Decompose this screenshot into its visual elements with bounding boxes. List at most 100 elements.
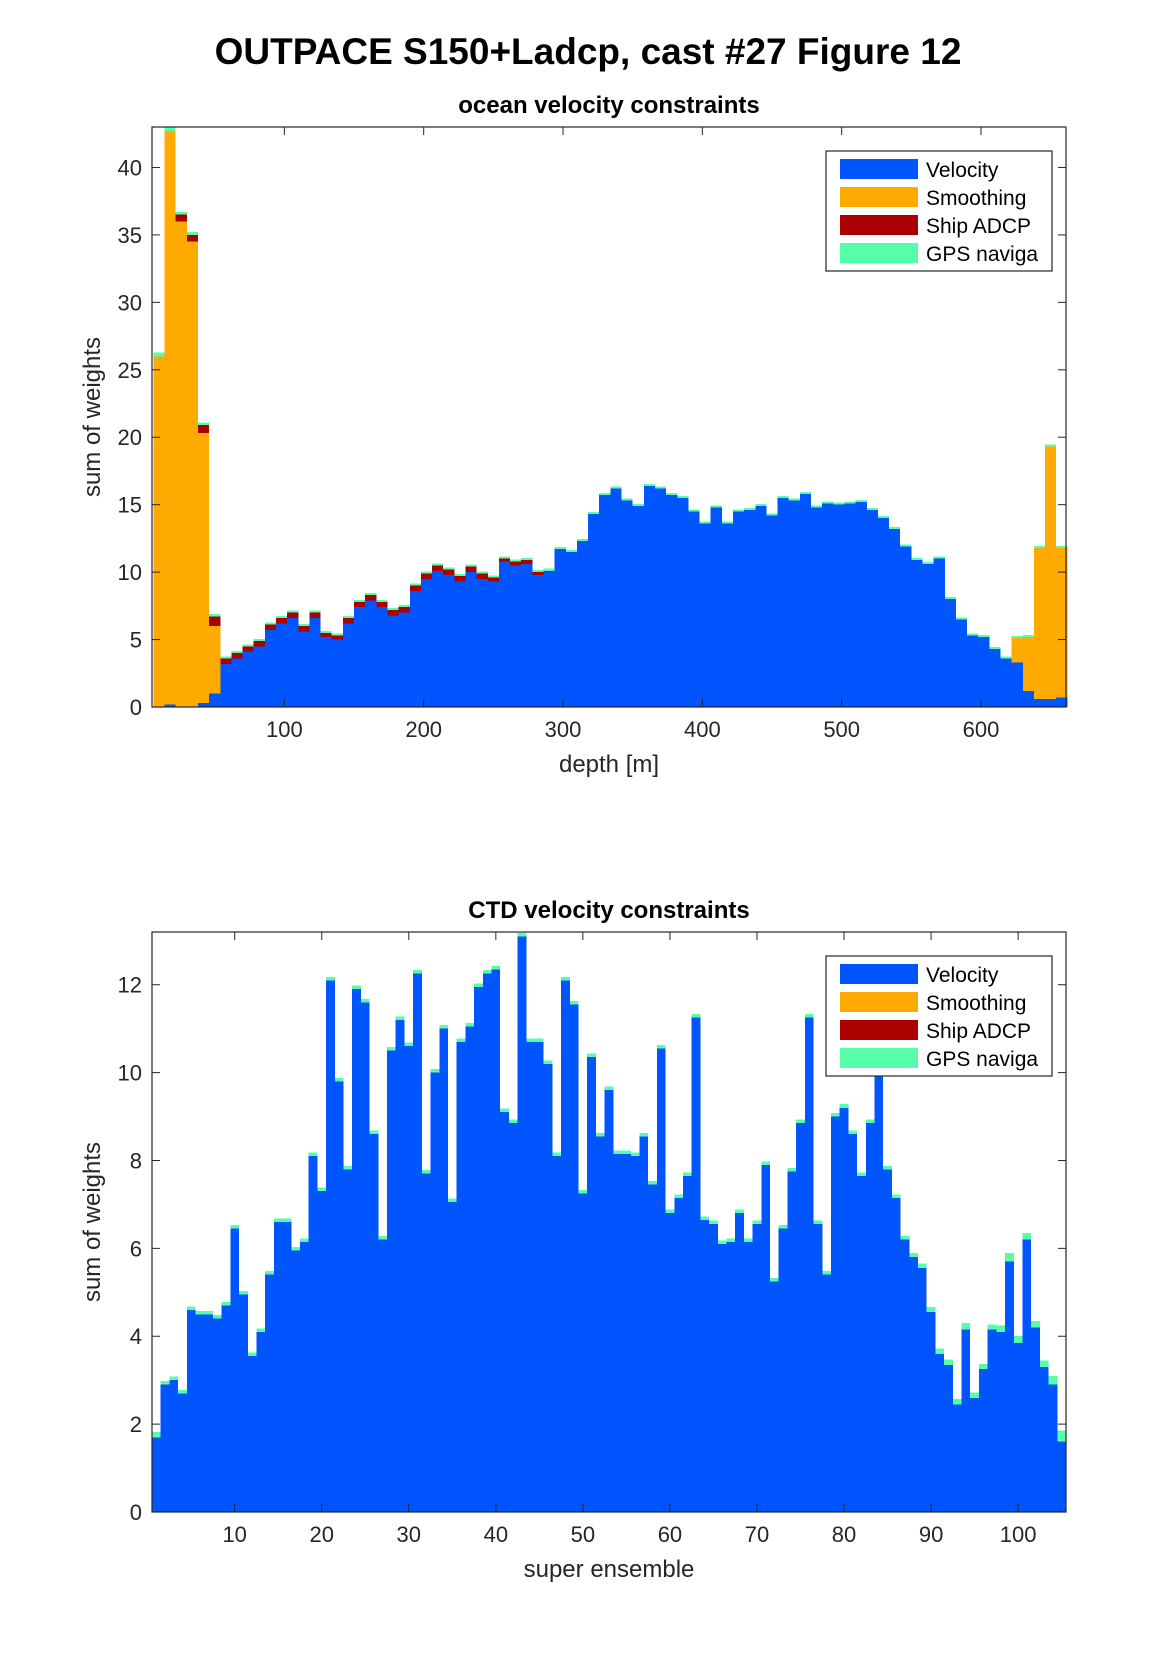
bar-segment-velocity	[922, 564, 934, 707]
bar-segment-velocity	[1057, 1441, 1066, 1512]
x-tick-label: 70	[745, 1522, 769, 1547]
bar-segment-velocity	[970, 1397, 979, 1512]
bar-segment-gps	[239, 1290, 248, 1295]
bar-segment-gps	[918, 1263, 927, 1269]
bar-segment-gps	[744, 508, 756, 511]
bar-segment-velocity	[474, 986, 483, 1512]
bar-segment-velocity	[682, 1175, 692, 1512]
bar-segment-velocity	[978, 636, 990, 707]
bar-segment-smoothing	[153, 356, 165, 707]
bar-segment-gps	[1039, 1360, 1049, 1367]
bar-segment-velocity	[889, 528, 901, 707]
bar-segment-gps	[342, 615, 355, 618]
bar-segment-gps	[273, 1218, 283, 1222]
bar-segment-velocity	[326, 980, 335, 1512]
bar-segment-velocity	[744, 510, 756, 707]
bar-segment-gps	[253, 638, 265, 641]
bar-segment-ship-adcp	[510, 561, 522, 566]
bar-segment-velocity	[926, 1312, 936, 1512]
bar-segment-gps	[164, 127, 176, 132]
bar-segment-gps	[752, 1220, 762, 1225]
bar-segment-velocity	[944, 1364, 953, 1512]
bar-segment-gps	[282, 1218, 292, 1222]
bar-segment-gps	[933, 556, 945, 559]
bar-segment-velocity	[777, 497, 789, 707]
legend: Velocity Smoothing Ship ADCP GPS naviga	[825, 955, 1053, 1077]
bar-segment-velocity	[239, 1294, 248, 1512]
bar-segment-ship-adcp	[487, 577, 499, 582]
bar-segment-ship-adcp	[476, 573, 488, 579]
bar-segment-gps	[1057, 1430, 1066, 1442]
bar-segment-gps	[944, 1359, 953, 1365]
bar-segment-ship-adcp	[543, 570, 555, 573]
bar-segment-velocity	[554, 549, 566, 707]
bar-segment-velocity	[576, 541, 589, 707]
bar-segment-velocity	[387, 615, 399, 707]
bar-segment-ship-adcp	[443, 569, 455, 575]
bar-segment-velocity	[331, 639, 343, 707]
bar-segment-velocity	[521, 564, 533, 707]
bar-segment-velocity	[1033, 698, 1046, 707]
bar-segment-gps	[813, 1220, 823, 1225]
bar-segment-velocity	[532, 574, 544, 707]
legend-swatch-smoothing	[840, 992, 918, 1012]
bar-segment-velocity	[197, 702, 210, 707]
x-axis-label: super ensemble	[524, 1556, 695, 1583]
bar-segment-velocity	[822, 503, 834, 707]
bar-segment-gps	[944, 597, 956, 600]
bar-segment-gps	[326, 976, 335, 981]
bar-segment-velocity	[317, 1191, 327, 1512]
y-tick-label: 0	[130, 1500, 142, 1525]
bar-segment-velocity	[691, 1017, 701, 1512]
bar-segment-gps	[935, 1348, 945, 1354]
bar-segment-ship-adcp	[432, 565, 444, 571]
bar-segment-velocity	[761, 1164, 771, 1512]
bar-segment-ship-adcp	[342, 617, 355, 624]
bar-segment-velocity	[788, 500, 800, 707]
bar-segment-velocity	[456, 1041, 466, 1512]
bar-segment-gps	[674, 1194, 683, 1198]
bar-segment-velocity	[291, 1250, 300, 1512]
bar-segment-gps	[777, 495, 789, 498]
bar-segment-velocity	[855, 501, 867, 707]
legend-label: Ship ADCP	[926, 215, 1031, 238]
bar-segment-gps	[317, 1187, 327, 1192]
bar-segment-velocity	[276, 623, 288, 707]
bar-segment-gps	[242, 644, 254, 647]
x-tick-label: 200	[405, 717, 442, 742]
bar-segment-gps	[755, 504, 767, 507]
bar-segment-velocity	[264, 630, 277, 707]
bar-segment-gps	[554, 547, 566, 550]
bar-segment-smoothing	[1045, 446, 1057, 699]
bar-segment-gps	[561, 976, 570, 981]
x-tick-label: 40	[484, 1522, 508, 1547]
bar-segment-gps	[717, 1240, 727, 1244]
bar-segment-velocity	[482, 973, 492, 1512]
bar-segment-velocity	[613, 1153, 623, 1512]
bar-segment-gps	[432, 563, 444, 566]
bar-segment-gps	[543, 568, 555, 571]
bar-segment-gps	[526, 1038, 536, 1042]
y-tick-label: 4	[130, 1324, 142, 1349]
bar-segment-gps	[1045, 444, 1057, 447]
bar-segment-velocity	[439, 1028, 448, 1512]
bar-segment-ship-adcp	[498, 558, 511, 562]
bar-segment-velocity	[987, 1329, 997, 1512]
bar-segment-gps	[588, 512, 600, 515]
bar-segment-velocity	[632, 506, 644, 707]
bar-segment-velocity	[369, 1134, 379, 1512]
legend-swatch-smoothing	[840, 187, 918, 207]
bar-segment-velocity	[911, 559, 923, 707]
bar-segment-gps	[595, 1132, 605, 1137]
bar-segment-gps	[186, 1306, 196, 1310]
bar-segment-velocity	[1000, 658, 1012, 707]
bar-segment-velocity	[209, 693, 221, 707]
bar-segment-velocity	[378, 1239, 388, 1512]
bar-segment-ship-adcp	[197, 425, 210, 434]
legend-label: GPS naviga	[926, 1048, 1038, 1071]
bar-segment-gps	[778, 1225, 788, 1229]
bar-segment-velocity	[230, 1228, 240, 1512]
bar-segment-ship-adcp	[387, 609, 399, 616]
bar-segment-gps	[621, 498, 633, 501]
